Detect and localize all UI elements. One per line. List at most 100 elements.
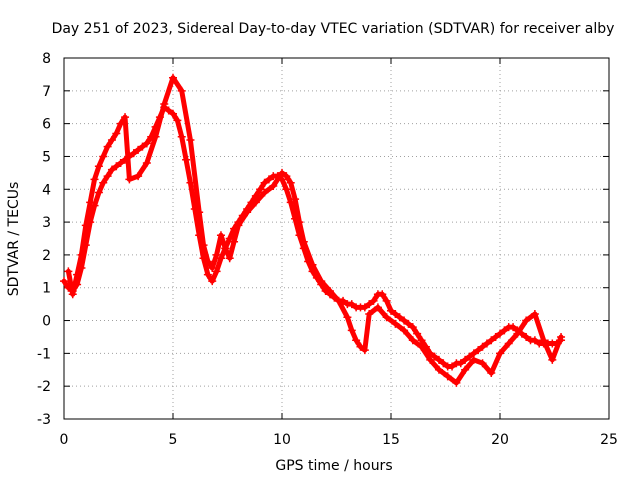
data-point-marker: [68, 290, 77, 299]
data-point-marker: [125, 175, 134, 184]
data-point-marker: [134, 145, 143, 154]
data-point-marker: [203, 257, 212, 266]
data-point-marker: [404, 319, 413, 328]
data-point-marker: [347, 300, 356, 309]
data-point-marker: [160, 99, 169, 108]
data-point-marker: [413, 329, 422, 338]
data-point-marker: [260, 188, 269, 197]
data-point-marker: [142, 139, 151, 148]
data-point-marker: [225, 254, 234, 263]
data-point-marker: [522, 332, 531, 341]
data-point-marker: [234, 221, 243, 230]
x-tick-label: 0: [60, 432, 69, 448]
data-point-marker: [86, 198, 95, 207]
data-point-marker: [299, 237, 308, 246]
data-point-marker: [208, 264, 217, 273]
data-point-marker: [343, 313, 352, 322]
data-point-marker: [164, 106, 173, 115]
data-point-marker: [264, 175, 273, 184]
chart-title: Day 251 of 2023, Sidereal Day-to-day VTE…: [52, 21, 615, 37]
plot-frame: [63, 57, 610, 420]
data-point-marker: [99, 178, 108, 187]
data-point-marker: [360, 303, 369, 312]
data-point-marker: [522, 316, 531, 325]
y-tick-label: 4: [42, 182, 51, 198]
data-point-marker: [212, 250, 221, 259]
x-tick-label: 20: [491, 432, 509, 448]
data-point-marker: [90, 175, 99, 184]
data-point-marker: [103, 142, 112, 151]
series-trace: [65, 75, 564, 386]
data-point-marker: [169, 73, 177, 82]
y-axis-label: SDTVAR / TECUs: [6, 182, 22, 297]
data-point-marker: [112, 129, 121, 138]
series-0: [60, 103, 566, 371]
data-point-marker: [400, 316, 409, 325]
data-point-marker: [221, 244, 230, 253]
series-1: [64, 73, 566, 387]
data-point-marker: [138, 142, 147, 151]
data-point-marker: [129, 149, 138, 158]
data-point-marker: [103, 172, 112, 181]
data-point-marker: [317, 277, 326, 286]
data-point-marker: [260, 178, 269, 187]
data-point-marker: [474, 346, 483, 355]
data-point-marker: [443, 372, 452, 381]
data-point-marker: [487, 369, 496, 378]
data-point-marker: [60, 277, 68, 286]
x-tick-label: 5: [169, 432, 178, 448]
data-point-marker: [112, 162, 121, 171]
data-point-marker: [286, 178, 295, 187]
data-point-marker: [378, 290, 387, 299]
data-point-marker: [169, 109, 177, 118]
data-point-marker: [295, 218, 304, 227]
data-point-marker: [448, 362, 457, 371]
data-point-marker: [500, 326, 509, 335]
data-point-marker: [496, 329, 504, 338]
data-point-marker: [408, 323, 417, 332]
y-tick-label: 0: [42, 314, 51, 330]
data-point-marker: [347, 326, 356, 335]
data-point-marker: [426, 355, 435, 364]
data-point-marker: [382, 313, 391, 322]
data-point-marker: [408, 336, 417, 345]
data-point-marker: [216, 254, 225, 263]
y-tick-label: 5: [42, 149, 51, 165]
data-point-marker: [269, 181, 278, 190]
data-point-marker: [186, 136, 195, 145]
data-point-marker: [142, 159, 151, 168]
grid-lines: [63, 57, 610, 420]
data-point-marker: [509, 323, 518, 332]
data-point-marker: [282, 185, 291, 194]
data-point-marker: [195, 208, 204, 217]
data-point-marker: [107, 165, 116, 174]
data-point-marker: [77, 250, 86, 259]
data-point-marker: [491, 332, 500, 341]
data-point-marker: [81, 221, 90, 230]
data-point-marker: [391, 309, 400, 318]
y-tick-label: 1: [42, 281, 51, 297]
data-point-marker: [513, 329, 522, 338]
data-point-marker: [308, 260, 317, 269]
y-tick-label: 6: [42, 117, 51, 133]
data-point-marker: [325, 287, 334, 296]
data-point-marker: [548, 355, 557, 364]
data-point-marker: [365, 300, 374, 309]
data-point-marker: [461, 355, 470, 364]
data-point-marker: [487, 336, 496, 345]
data-point-marker: [557, 332, 566, 341]
data-point-marker: [417, 342, 426, 351]
y-tick-label: -3: [37, 412, 51, 428]
data-point-marker: [173, 116, 182, 125]
data-point-marker: [504, 339, 513, 348]
tick-labels: 0 5 10 15 20 25 -3 -2 -1 0 1 2 3 4 5 6 7 8: [37, 51, 618, 448]
data-point-marker: [465, 352, 474, 361]
data-point-marker: [382, 296, 391, 305]
data-point-marker: [478, 342, 487, 351]
data-point-marker: [356, 342, 365, 351]
data-point-marker: [430, 352, 439, 361]
data-point-marker: [116, 159, 125, 168]
data-point-marker: [177, 132, 186, 141]
data-point-marker: [352, 336, 361, 345]
